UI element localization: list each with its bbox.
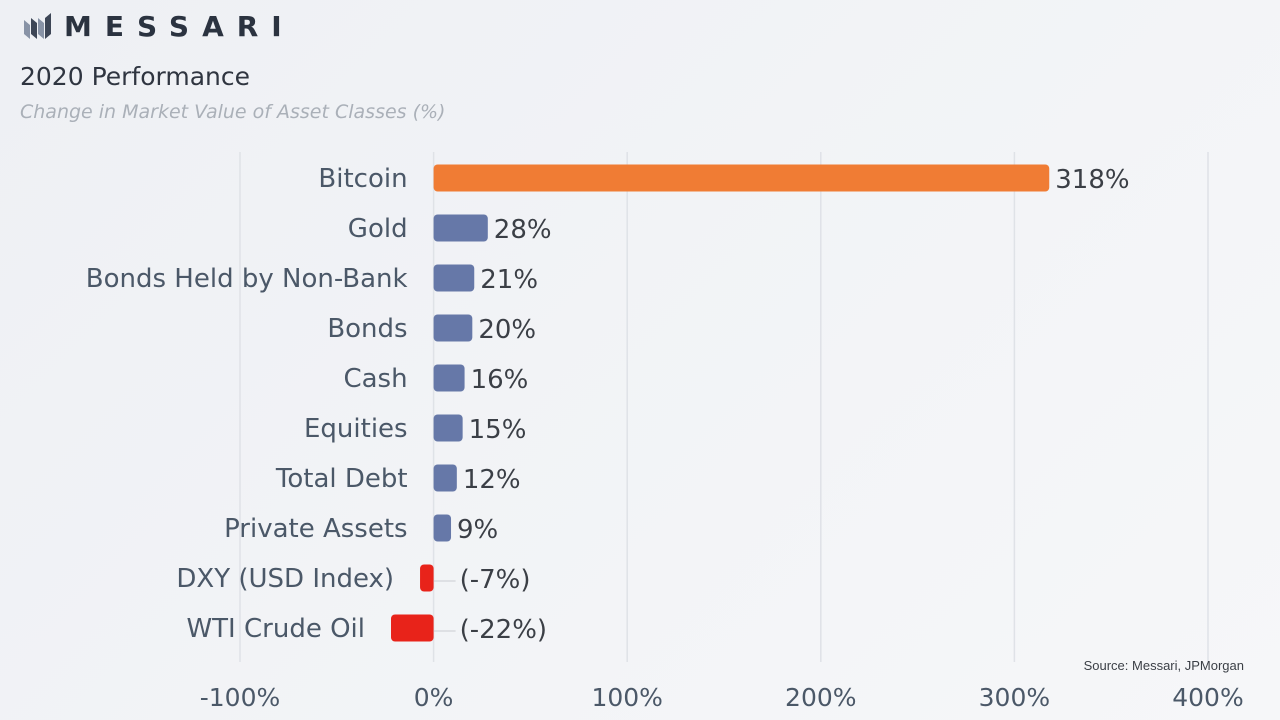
bar [420,564,434,592]
x-tick-label: 200% [785,683,856,712]
category-label: Total Debt [275,464,408,494]
brand-name: MESSARI [64,10,295,43]
brand-logo: MESSARI [22,10,295,43]
category-label: Private Assets [224,514,408,544]
category-label: WTI Crude Oil [186,614,365,644]
bar [433,214,488,242]
category-label: Bonds Held by Non-Bank [86,264,408,294]
value-label: 20% [478,315,536,345]
category-label: DXY (USD Index) [176,564,394,594]
x-tick-label: 100% [591,683,662,712]
value-label: 16% [471,365,529,395]
value-label: (-7%) [460,565,531,595]
bar [433,364,465,392]
value-label: 318% [1055,165,1129,195]
chart-title: 2020 Performance [20,62,250,91]
category-label: Bitcoin [318,164,407,194]
x-tick-label: 300% [979,683,1050,712]
bar [433,464,457,492]
messari-logo-icon [24,12,51,39]
value-label: 9% [457,515,498,545]
x-tick-label: 400% [1172,683,1243,712]
bar [433,514,452,542]
category-label: Bonds [327,314,407,344]
category-label: Gold [348,214,408,244]
x-tick-label: 0% [414,683,454,712]
bar [433,264,475,292]
bar [433,314,473,342]
category-label: Cash [343,364,407,394]
bar [433,414,463,442]
source-note: Source: Messari, JPMorgan [1083,658,1244,673]
category-label: Equities [304,414,408,444]
value-label: 28% [494,215,552,245]
value-label: (-22%) [460,615,547,645]
value-label: 21% [480,265,538,295]
value-label: 12% [463,465,521,495]
bar [433,164,1050,192]
x-tick-label: -100% [200,683,281,712]
value-label: 15% [469,415,527,445]
chart-subtitle: Change in Market Value of Asset Classes … [20,101,446,123]
bar [391,614,434,642]
